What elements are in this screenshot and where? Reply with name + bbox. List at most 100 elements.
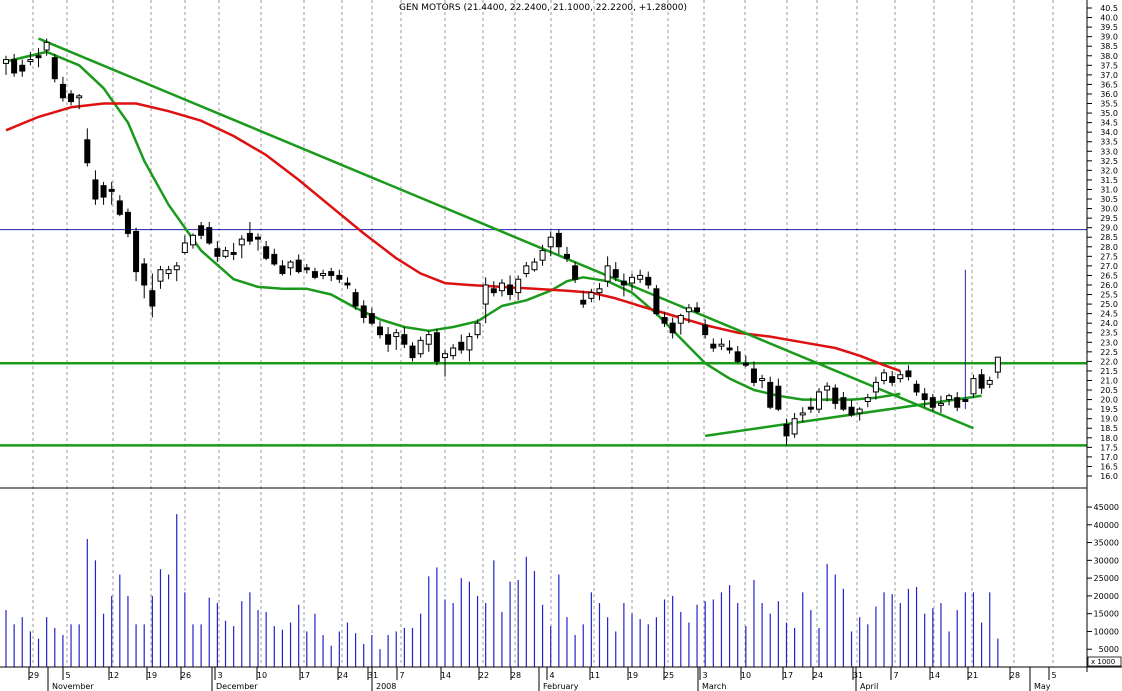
candle-body bbox=[458, 341, 465, 351]
volume-tick-label: 30000 bbox=[1094, 556, 1119, 565]
day-label: 4 bbox=[549, 671, 554, 680]
candle-body bbox=[929, 397, 936, 408]
day-label: 19 bbox=[147, 671, 157, 680]
candle-body bbox=[881, 372, 888, 381]
candle-body bbox=[726, 347, 733, 351]
price-tick-label: 27.0 bbox=[1100, 262, 1118, 271]
price-tick-label: 33.5 bbox=[1100, 138, 1118, 147]
candle-body bbox=[198, 225, 205, 236]
candle-body bbox=[604, 265, 611, 282]
price-tick-label: 30.5 bbox=[1100, 195, 1118, 204]
time-axis: 29 5 12 19 26 3 10 17 24 31 7 14 22 28 4 11 19 25 3 10 17 24 3… bbox=[28, 667, 1057, 691]
candle-body bbox=[3, 59, 9, 64]
candle-body bbox=[352, 292, 359, 307]
price-tick-label: 34.5 bbox=[1100, 119, 1118, 128]
candle-body bbox=[767, 381, 774, 408]
candle-body bbox=[238, 238, 245, 246]
day-label: 24 bbox=[813, 671, 823, 680]
candle-body bbox=[466, 336, 473, 351]
candle-body bbox=[181, 242, 188, 254]
price-tick-label: 23.5 bbox=[1100, 329, 1118, 338]
candle-body bbox=[547, 236, 554, 248]
price-tick-label: 36.0 bbox=[1100, 90, 1118, 99]
volume-tick-label: 45000 bbox=[1094, 503, 1119, 512]
price-tick-label: 25.0 bbox=[1100, 300, 1118, 309]
price-tick-label: 36.5 bbox=[1100, 80, 1118, 89]
price-tick-label: 33.0 bbox=[1100, 147, 1118, 156]
price-tick-label: 39.0 bbox=[1100, 33, 1118, 42]
candle-body bbox=[27, 59, 34, 62]
price-tick-label: 27.5 bbox=[1100, 252, 1118, 261]
day-label: 5 bbox=[65, 671, 70, 680]
candle-body bbox=[783, 423, 790, 437]
candle-body bbox=[43, 41, 50, 51]
candle-body bbox=[157, 269, 164, 282]
price-tick-label: 19.5 bbox=[1100, 405, 1118, 414]
day-label: 11 bbox=[590, 671, 600, 680]
price-tick-label: 26.5 bbox=[1100, 271, 1118, 280]
candle-body bbox=[824, 385, 831, 391]
candle-body bbox=[897, 374, 904, 380]
month-label: November bbox=[52, 682, 94, 691]
candle-body bbox=[287, 261, 294, 269]
day-label: 26 bbox=[181, 671, 191, 680]
candle-body bbox=[141, 263, 148, 286]
candle-body bbox=[848, 406, 855, 416]
candle-body bbox=[946, 395, 953, 401]
candle-body bbox=[108, 188, 115, 192]
day-label: 28 bbox=[511, 671, 521, 680]
candle-body bbox=[433, 332, 440, 362]
price-tick-label: 22.5 bbox=[1100, 348, 1118, 357]
price-tick-label: 17.5 bbox=[1100, 443, 1118, 452]
price-tick-label: 28.0 bbox=[1100, 243, 1118, 252]
price-tick-label: 25.5 bbox=[1100, 291, 1118, 300]
candle-body bbox=[702, 324, 709, 336]
month-label: December bbox=[216, 682, 258, 691]
candle-body bbox=[246, 232, 253, 242]
candle-body bbox=[913, 383, 920, 393]
candle-body bbox=[303, 267, 310, 271]
candle-body bbox=[864, 397, 871, 403]
candle-body bbox=[84, 139, 91, 164]
price-tick-label: 19.0 bbox=[1100, 415, 1118, 424]
price-tick-label: 35.0 bbox=[1100, 109, 1118, 118]
candle-body bbox=[255, 236, 262, 240]
candle-body bbox=[425, 334, 432, 345]
price-axis: 16.016.517.017.518.018.519.019.520.020.5… bbox=[1087, 4, 1118, 481]
candle-body bbox=[653, 288, 660, 315]
price-tick-label: 18.5 bbox=[1100, 424, 1118, 433]
candle-body bbox=[76, 95, 83, 99]
candle-body bbox=[832, 387, 839, 404]
day-label: 31 bbox=[368, 671, 378, 680]
candle-body bbox=[368, 313, 375, 324]
candle-body bbox=[442, 353, 449, 359]
candle-body bbox=[791, 418, 798, 435]
candle-body bbox=[588, 292, 595, 299]
volume-tick-label: 5000 bbox=[1099, 645, 1119, 654]
candle-body bbox=[189, 234, 196, 246]
candle-body bbox=[51, 57, 58, 80]
price-tick-label: 18.0 bbox=[1100, 434, 1118, 443]
volume-tick-label: 35000 bbox=[1094, 539, 1119, 548]
candle-body bbox=[718, 343, 725, 347]
day-label: 10 bbox=[257, 671, 267, 680]
candle-body bbox=[523, 265, 530, 275]
candle-body bbox=[710, 343, 717, 349]
price-tick-label: 29.5 bbox=[1100, 214, 1118, 223]
candle-body bbox=[856, 408, 863, 414]
candle-body bbox=[490, 288, 497, 294]
candle-body bbox=[320, 273, 327, 276]
candle-body bbox=[759, 378, 766, 381]
candle-body bbox=[750, 368, 757, 383]
price-tick-label: 20.5 bbox=[1100, 386, 1118, 395]
candle-body bbox=[734, 351, 741, 362]
volume-tick-label: 25000 bbox=[1094, 574, 1119, 583]
day-label: 3 bbox=[217, 671, 222, 680]
price-tick-label: 16.0 bbox=[1100, 472, 1118, 481]
day-label: 22 bbox=[479, 671, 489, 680]
volume-unit-box bbox=[1087, 656, 1122, 667]
candle-body bbox=[385, 334, 392, 345]
candle-body bbox=[677, 315, 684, 324]
candle-body bbox=[344, 282, 351, 286]
candle-body bbox=[35, 55, 42, 59]
